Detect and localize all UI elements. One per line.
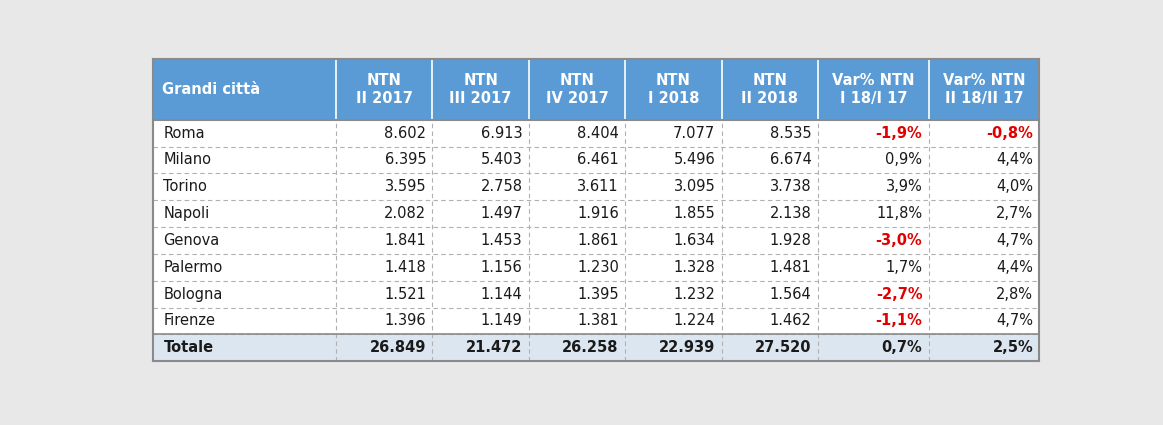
Text: 1.497: 1.497 — [480, 206, 522, 221]
Text: 1.396: 1.396 — [385, 314, 426, 329]
Text: Bologna: Bologna — [163, 286, 223, 302]
Text: 4,7%: 4,7% — [997, 314, 1033, 329]
Bar — [818, 59, 929, 120]
Text: 1.462: 1.462 — [770, 314, 812, 329]
Bar — [152, 254, 1040, 281]
Text: 1.855: 1.855 — [673, 206, 715, 221]
Text: 1.634: 1.634 — [673, 233, 715, 248]
Text: 1.230: 1.230 — [577, 260, 619, 275]
Text: 5.496: 5.496 — [673, 153, 715, 167]
Bar — [152, 227, 1040, 254]
Text: 4,7%: 4,7% — [997, 233, 1033, 248]
Text: 2,8%: 2,8% — [997, 286, 1033, 302]
Text: 3.095: 3.095 — [673, 179, 715, 194]
Text: 2.138: 2.138 — [770, 206, 812, 221]
Text: NTN
IV 2017: NTN IV 2017 — [545, 73, 608, 106]
Text: Var% NTN
I 18/I 17: Var% NTN I 18/I 17 — [832, 73, 914, 106]
Text: 1.156: 1.156 — [480, 260, 522, 275]
Text: 6.674: 6.674 — [770, 153, 812, 167]
Text: 1.521: 1.521 — [384, 286, 426, 302]
Text: 1.841: 1.841 — [385, 233, 426, 248]
Bar — [152, 59, 336, 120]
Text: 1.144: 1.144 — [480, 286, 522, 302]
Text: 3.738: 3.738 — [770, 179, 812, 194]
Text: 4,4%: 4,4% — [997, 260, 1033, 275]
Text: 7.077: 7.077 — [673, 126, 715, 141]
Text: 1.916: 1.916 — [577, 206, 619, 221]
Text: 2.082: 2.082 — [384, 206, 426, 221]
Text: 1.928: 1.928 — [770, 233, 812, 248]
Text: 2.758: 2.758 — [480, 179, 522, 194]
Text: NTN
II 2018: NTN II 2018 — [741, 73, 798, 106]
Text: 22.939: 22.939 — [659, 340, 715, 355]
Text: 3.595: 3.595 — [385, 179, 426, 194]
Text: 26.258: 26.258 — [563, 340, 619, 355]
Text: 6.395: 6.395 — [385, 153, 426, 167]
Text: Genova: Genova — [163, 233, 220, 248]
Text: -1,9%: -1,9% — [876, 126, 922, 141]
Text: 4,0%: 4,0% — [997, 179, 1033, 194]
Text: 1.381: 1.381 — [577, 314, 619, 329]
Text: Torino: Torino — [163, 179, 207, 194]
Text: Firenze: Firenze — [163, 314, 215, 329]
Bar — [626, 59, 721, 120]
Text: NTN
I 2018: NTN I 2018 — [648, 73, 699, 106]
Text: 1.481: 1.481 — [770, 260, 812, 275]
Text: 1.418: 1.418 — [385, 260, 426, 275]
Text: 27.520: 27.520 — [755, 340, 812, 355]
Bar — [929, 59, 1040, 120]
Text: 26.849: 26.849 — [370, 340, 426, 355]
Text: 1,7%: 1,7% — [885, 260, 922, 275]
Text: Napoli: Napoli — [163, 206, 209, 221]
Text: Var% NTN
II 18/II 17: Var% NTN II 18/II 17 — [943, 73, 1026, 106]
Bar — [152, 147, 1040, 173]
Text: Totale: Totale — [163, 340, 214, 355]
Bar — [152, 308, 1040, 334]
Text: 2,7%: 2,7% — [996, 206, 1033, 221]
Text: Roma: Roma — [163, 126, 205, 141]
Text: 3,9%: 3,9% — [886, 179, 922, 194]
Bar — [152, 120, 1040, 147]
Text: 1.564: 1.564 — [770, 286, 812, 302]
Text: 0,9%: 0,9% — [885, 153, 922, 167]
Bar — [721, 59, 818, 120]
Text: 2,5%: 2,5% — [992, 340, 1033, 355]
Text: -2,7%: -2,7% — [876, 286, 922, 302]
Bar — [152, 281, 1040, 308]
Text: 1.395: 1.395 — [577, 286, 619, 302]
Bar — [152, 200, 1040, 227]
Text: Milano: Milano — [163, 153, 212, 167]
Bar — [152, 173, 1040, 200]
Text: 8.535: 8.535 — [770, 126, 812, 141]
Text: -0,8%: -0,8% — [986, 126, 1033, 141]
Text: 4,4%: 4,4% — [997, 153, 1033, 167]
Text: 6.461: 6.461 — [577, 153, 619, 167]
Text: 11,8%: 11,8% — [876, 206, 922, 221]
Text: -1,1%: -1,1% — [876, 314, 922, 329]
Text: 0,7%: 0,7% — [882, 340, 922, 355]
Bar — [529, 59, 626, 120]
Text: 1.224: 1.224 — [673, 314, 715, 329]
Text: -3,0%: -3,0% — [876, 233, 922, 248]
Text: Grandi città: Grandi città — [162, 82, 259, 97]
Bar — [433, 59, 529, 120]
Text: 1.232: 1.232 — [673, 286, 715, 302]
Text: 21.472: 21.472 — [466, 340, 522, 355]
Text: 8.602: 8.602 — [384, 126, 426, 141]
Text: NTN
III 2017: NTN III 2017 — [449, 73, 512, 106]
Text: 1.453: 1.453 — [480, 233, 522, 248]
Text: 5.403: 5.403 — [480, 153, 522, 167]
Text: NTN
II 2017: NTN II 2017 — [356, 73, 413, 106]
Text: 8.404: 8.404 — [577, 126, 619, 141]
Text: 1.328: 1.328 — [673, 260, 715, 275]
Text: Palermo: Palermo — [163, 260, 222, 275]
Bar — [336, 59, 433, 120]
Text: 3.611: 3.611 — [577, 179, 619, 194]
Bar — [152, 334, 1040, 361]
Text: 1.149: 1.149 — [480, 314, 522, 329]
Text: 6.913: 6.913 — [480, 126, 522, 141]
Text: 1.861: 1.861 — [577, 233, 619, 248]
